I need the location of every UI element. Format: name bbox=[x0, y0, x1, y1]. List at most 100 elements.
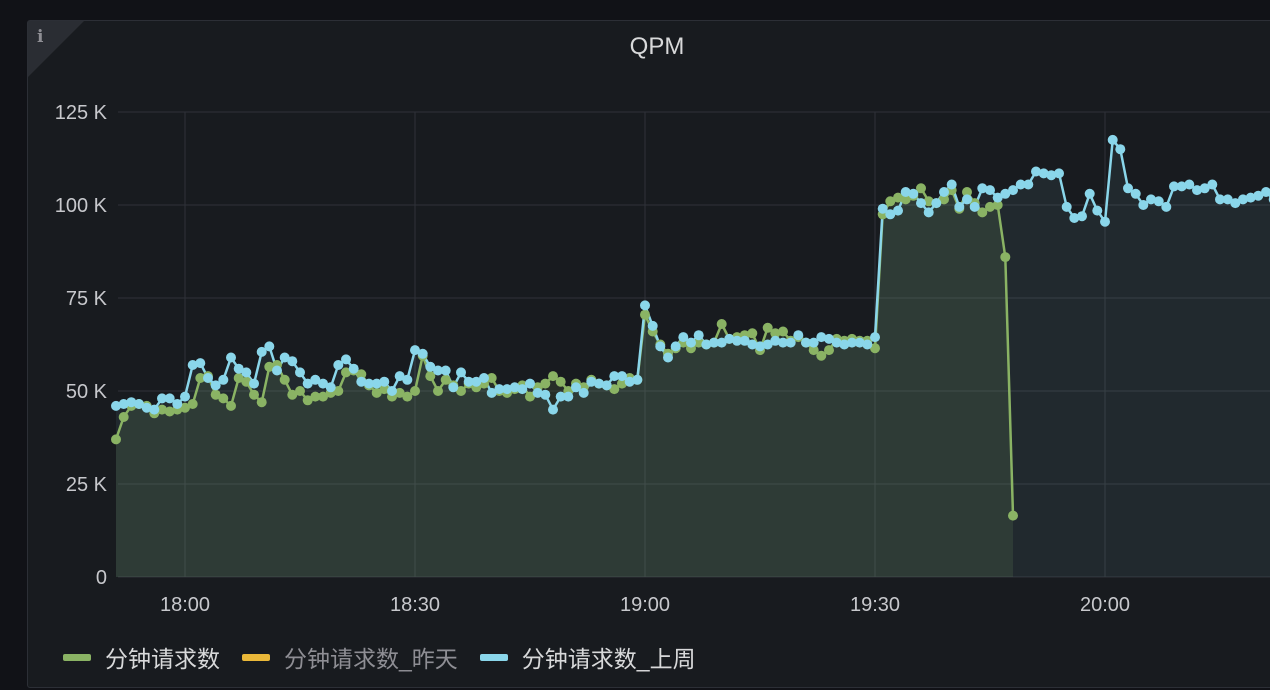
data-point-series-1 bbox=[1008, 510, 1018, 521]
data-point-series-3 bbox=[1253, 190, 1264, 201]
data-point-series-3 bbox=[525, 378, 535, 389]
data-point-series-3 bbox=[1031, 166, 1041, 177]
data-point-series-1 bbox=[816, 350, 827, 361]
data-point-series-1 bbox=[992, 200, 1003, 210]
data-point-series-3 bbox=[900, 187, 911, 197]
info-icon[interactable]: i bbox=[37, 27, 44, 47]
data-point-series-3 bbox=[440, 365, 451, 376]
data-point-series-3 bbox=[425, 361, 436, 372]
data-point-series-3 bbox=[946, 179, 957, 190]
data-point-series-3 bbox=[1115, 144, 1126, 155]
data-point-series-3 bbox=[272, 365, 282, 376]
data-point-series-3 bbox=[862, 339, 873, 350]
data-point-series-3 bbox=[732, 335, 742, 346]
data-point-series-1 bbox=[164, 406, 175, 417]
series-area-1 bbox=[116, 188, 1013, 578]
data-point-series-3 bbox=[1230, 198, 1241, 209]
data-point-series-3 bbox=[632, 374, 643, 385]
data-point-series-3 bbox=[195, 358, 206, 369]
data-point-series-3 bbox=[141, 402, 152, 413]
x-tick-label: 19:00 bbox=[620, 594, 670, 616]
data-point-series-1 bbox=[410, 386, 420, 396]
data-point-series-3 bbox=[816, 332, 827, 343]
data-point-series-3 bbox=[931, 198, 942, 209]
data-point-series-1 bbox=[356, 369, 367, 380]
data-point-series-3 bbox=[279, 352, 290, 363]
data-point-series-3 bbox=[601, 380, 612, 391]
legend-item-series-2[interactable]: 分钟请求数_昨天 bbox=[242, 640, 458, 674]
data-point-series-3 bbox=[755, 341, 765, 352]
data-point-series-3 bbox=[249, 378, 259, 389]
data-point-series-3 bbox=[548, 404, 558, 415]
data-point-series-3 bbox=[302, 378, 313, 389]
data-point-series-1 bbox=[555, 376, 566, 387]
data-point-series-3 bbox=[1215, 194, 1225, 205]
data-point-series-3 bbox=[885, 209, 896, 220]
data-point-series-3 bbox=[655, 341, 666, 352]
data-point-series-3 bbox=[877, 203, 888, 214]
data-point-series-1 bbox=[762, 322, 773, 333]
data-point-series-3 bbox=[318, 378, 328, 389]
chart-points bbox=[111, 134, 1270, 521]
data-point-series-3 bbox=[157, 393, 167, 404]
x-tick-label: 18:30 bbox=[390, 594, 440, 616]
data-point-series-1 bbox=[893, 192, 903, 203]
data-point-series-3 bbox=[149, 404, 160, 415]
data-point-series-3 bbox=[540, 389, 551, 400]
data-point-series-3 bbox=[356, 376, 367, 387]
data-point-series-3 bbox=[379, 376, 390, 387]
data-point-series-1 bbox=[256, 397, 267, 408]
data-point-series-1 bbox=[302, 395, 313, 406]
data-point-series-3 bbox=[663, 352, 673, 363]
data-point-series-1 bbox=[640, 309, 650, 320]
x-axis-ticks: 18:00 18:30 19:00 19:30 20:00 bbox=[160, 594, 1130, 616]
data-point-series-1 bbox=[985, 201, 995, 212]
data-point-series-3 bbox=[187, 360, 198, 370]
data-point-series-3 bbox=[571, 382, 581, 393]
legend-item-series-1[interactable]: 分钟请求数 bbox=[63, 640, 220, 674]
data-point-series-3 bbox=[686, 337, 696, 348]
data-point-series-3 bbox=[893, 205, 903, 216]
data-point-series-1 bbox=[379, 384, 390, 395]
data-point-series-3 bbox=[1100, 216, 1110, 227]
panel-title[interactable]: QPM bbox=[629, 33, 685, 60]
data-point-series-3 bbox=[839, 339, 850, 350]
data-point-series-3 bbox=[969, 201, 980, 212]
data-point-series-3 bbox=[793, 330, 804, 341]
data-point-series-3 bbox=[693, 330, 704, 341]
data-point-series-1 bbox=[808, 345, 819, 356]
data-point-series-1 bbox=[210, 389, 221, 400]
info-corner[interactable] bbox=[28, 21, 84, 77]
data-point-series-1 bbox=[118, 412, 129, 422]
data-point-series-3 bbox=[111, 400, 121, 411]
data-point-series-1 bbox=[962, 187, 972, 197]
legend-swatch-series-2 bbox=[242, 653, 270, 661]
data-point-series-3 bbox=[463, 376, 474, 387]
data-point-series-1 bbox=[425, 371, 436, 382]
data-point-series-1 bbox=[1000, 252, 1011, 263]
data-point-series-3 bbox=[532, 387, 543, 398]
data-point-series-3 bbox=[203, 373, 213, 383]
data-point-series-3 bbox=[923, 207, 934, 218]
data-point-series-3 bbox=[847, 337, 857, 348]
y-tick-label: 125 K bbox=[55, 102, 108, 124]
data-point-series-3 bbox=[831, 337, 842, 348]
data-point-series-3 bbox=[509, 382, 520, 393]
legend-item-series-3[interactable]: 分钟请求数_上周 bbox=[479, 640, 696, 674]
legend-swatch-series-3 bbox=[479, 653, 508, 661]
x-tick-label: 20:00 bbox=[1080, 594, 1130, 616]
data-point-series-3 bbox=[1046, 170, 1057, 181]
data-point-series-1 bbox=[486, 373, 497, 383]
data-point-series-3 bbox=[617, 371, 627, 382]
data-point-series-1 bbox=[916, 183, 926, 194]
data-point-series-3 bbox=[716, 337, 727, 348]
data-point-series-3 bbox=[1138, 200, 1149, 210]
data-point-series-3 bbox=[517, 384, 528, 395]
data-point-series-3 bbox=[134, 399, 144, 409]
data-point-series-1 bbox=[264, 361, 275, 372]
data-point-series-3 bbox=[394, 371, 405, 382]
data-point-series-3 bbox=[410, 345, 420, 356]
data-point-series-3 bbox=[762, 339, 773, 350]
data-point-series-1 bbox=[747, 328, 758, 339]
